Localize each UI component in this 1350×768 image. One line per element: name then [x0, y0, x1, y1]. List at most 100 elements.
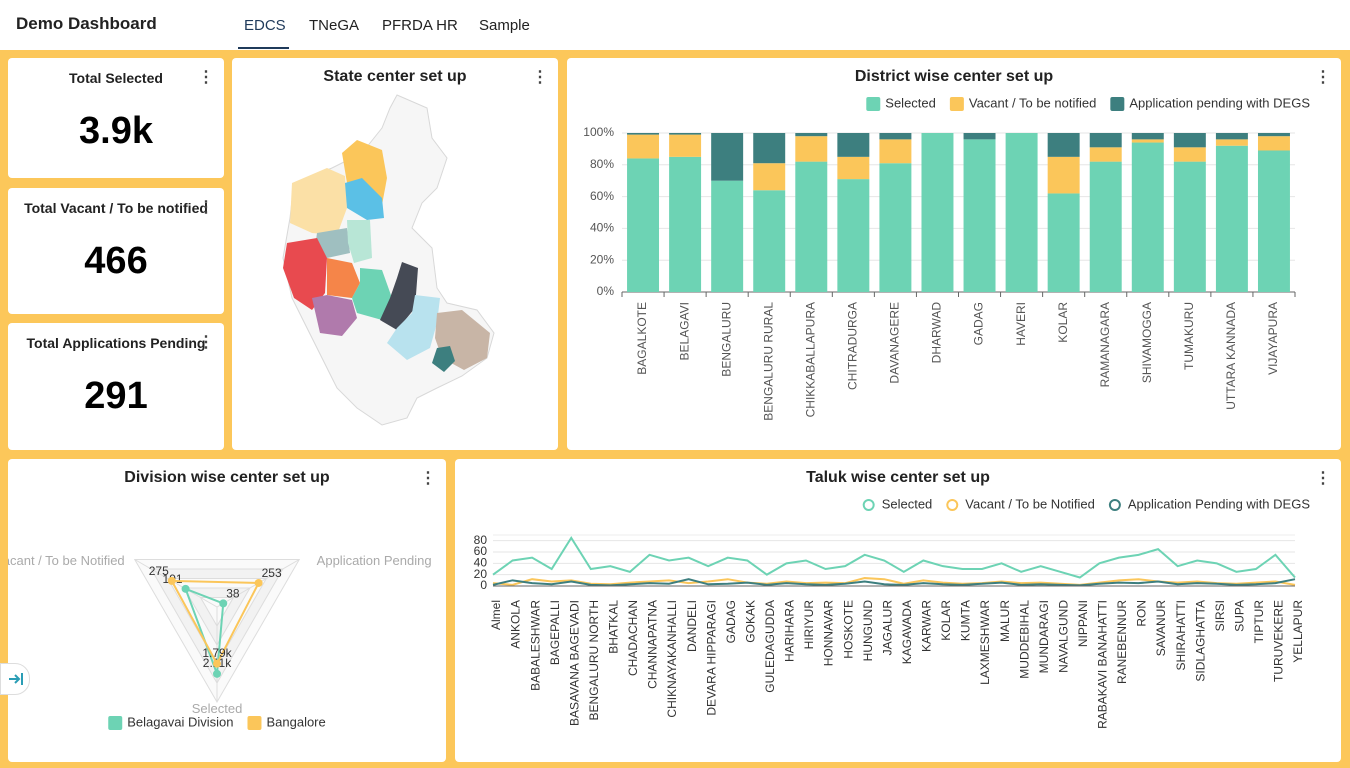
- kpi-label: Total Applications Pending: [26, 335, 206, 351]
- x-tick-label: GOKAK: [743, 600, 757, 643]
- x-tick-label: CHITRADURGA: [846, 302, 860, 390]
- chart-panel: 0 20 40 60 80 Almel ANKOLA BABALESHWAR BAGEPALLI…: [455, 459, 1341, 762]
- x-tick-label: BABALESHWAR: [528, 600, 542, 691]
- y-tick-label: 40: [474, 556, 488, 570]
- legend: Selected Vacant / To be notified Applicati…: [866, 95, 1310, 111]
- menu[interactable]: ⋮: [1315, 69, 1331, 86]
- menu[interactable]: ⋮: [1315, 470, 1331, 487]
- bar-segment: [1089, 147, 1122, 162]
- x-tick-label: VIJAYAPURA: [1266, 302, 1280, 375]
- x-tick-label: MUNDARAGI: [1037, 600, 1051, 673]
- x-tick-label: BENGALURU RURAL: [761, 302, 775, 421]
- legend-marker: [949, 97, 964, 111]
- bar-segment: [837, 156, 870, 180]
- x-tick-label: MUDDEBIHAL: [1017, 600, 1031, 679]
- x-tick-label: TUMAKURU: [1182, 302, 1196, 370]
- kpi-value: 291: [84, 375, 148, 417]
- x-tick-label: TURUVEKERE: [1272, 600, 1286, 682]
- x-tick-label: HIRIYUR: [802, 600, 816, 650]
- bar-segment: [669, 133, 702, 135]
- bar-segment: [1131, 133, 1164, 140]
- x-tick-label: DHARWAD: [930, 302, 944, 364]
- menu[interactable]: ⋮: [532, 69, 548, 86]
- bar-segment: [795, 161, 828, 292]
- bar-segment: [1257, 136, 1290, 151]
- bar-segment: [1131, 142, 1164, 292]
- radar-point: [213, 669, 221, 678]
- region: [327, 258, 360, 298]
- tab[interactable]: TNeGA: [309, 17, 360, 34]
- region: [380, 262, 418, 330]
- region: [387, 295, 440, 360]
- menu[interactable]: ⋮: [420, 470, 436, 487]
- tab[interactable]: EDCS: [244, 17, 286, 34]
- legend-label: Vacant / To be Notified: [965, 496, 1095, 511]
- region: [352, 268, 392, 320]
- tab[interactable]: PFRDA HR: [382, 17, 458, 34]
- x-tick-label: NIPPANI: [1076, 600, 1090, 647]
- division-chart: Selected Vacant / To be Notified Applicati…: [8, 553, 432, 730]
- x-tick-label: DANDELI: [685, 600, 699, 652]
- bar-segment: [627, 134, 660, 159]
- tab[interactable]: Sample: [479, 17, 530, 34]
- legend-label: Vacant / To be notified: [969, 95, 1096, 110]
- legend-marker: [247, 716, 262, 730]
- x-tick-label: SHIVAMOGGA: [1140, 302, 1154, 383]
- bar-segment: [1089, 133, 1122, 148]
- region: [345, 178, 384, 220]
- radar-area: [170, 579, 261, 666]
- bar-segment: [879, 139, 912, 164]
- x-tick-label: SUPA: [1232, 600, 1246, 632]
- x-tick-label: UTTARA KANNADA: [1224, 302, 1238, 410]
- chart-panel: 0% 20% 40% 60% 80% 100% BAGALKOTE BELAGAVI BENGA…: [567, 58, 1341, 450]
- x-tick-label: KOLAR: [939, 600, 953, 641]
- axis-label: Application Pending: [317, 553, 432, 568]
- collapse-button[interactable]: [0, 663, 30, 695]
- x-tick-label: HUNGUND: [861, 600, 875, 662]
- menu[interactable]: ⋮: [198, 334, 214, 351]
- legend: Selected Vacant / To be Notified Applicati…: [862, 496, 1310, 511]
- x-tick-label: HOSKOTE: [841, 600, 855, 659]
- bar-segment: [1131, 139, 1164, 143]
- x-tick-label: CHIKKABALLAPURA: [803, 302, 817, 417]
- x-tick-label: HARIHARA: [783, 600, 797, 662]
- y-tick-label: 100%: [583, 125, 614, 139]
- data-label: 253: [262, 566, 282, 580]
- x-tick-label: NAVALGUND: [1056, 600, 1070, 673]
- bar-segment: [837, 133, 870, 157]
- menu[interactable]: ⋮: [198, 199, 214, 216]
- region: [290, 168, 347, 235]
- menu[interactable]: ⋮: [198, 69, 214, 86]
- bar-segment: [627, 158, 660, 292]
- kpi-card: Total Vacant / To be notified 466 ⋮: [8, 188, 224, 314]
- x-tick-label: SHIRAHATTI: [1174, 600, 1188, 670]
- bar-segment: [1215, 133, 1248, 140]
- x-tick-label: KOLAR: [1056, 302, 1070, 343]
- kpi-value: 466: [84, 240, 148, 282]
- y-tick-label: 20: [474, 567, 488, 581]
- kpi-card: Total Selected 3.9k ⋮: [8, 58, 224, 178]
- bar-segment: [879, 163, 912, 292]
- bar-segment: [1047, 133, 1080, 157]
- panel-title: Taluk wise center set up: [806, 469, 990, 486]
- y-tick-label: 80%: [590, 157, 614, 171]
- x-tick-label: RABAKAVI BANAHATTI: [1096, 600, 1110, 729]
- legend-marker: [946, 499, 959, 511]
- radar-point: [254, 578, 263, 587]
- x-tick-label: GADAG: [724, 600, 738, 643]
- y-tick-label: 60%: [590, 189, 614, 203]
- legend-label: Application Pending with DEGS: [1128, 496, 1310, 511]
- region: [312, 295, 357, 336]
- x-tick-label: RON: [1135, 600, 1149, 627]
- legend-marker: [1110, 97, 1125, 111]
- header: Demo Dashboard EDCS TNeGA PFRDA HR Sampl…: [0, 0, 1350, 50]
- x-tick-label: CHADACHAN: [626, 600, 640, 676]
- region: [347, 220, 372, 263]
- x-tick-label: KUMTA: [959, 600, 973, 641]
- x-tick-label: MALUR: [998, 600, 1012, 642]
- kpi-label: Total Selected: [69, 70, 163, 86]
- y-tick-label: 40%: [590, 221, 614, 235]
- x-tick-label: LAXMESHWAR: [978, 600, 992, 685]
